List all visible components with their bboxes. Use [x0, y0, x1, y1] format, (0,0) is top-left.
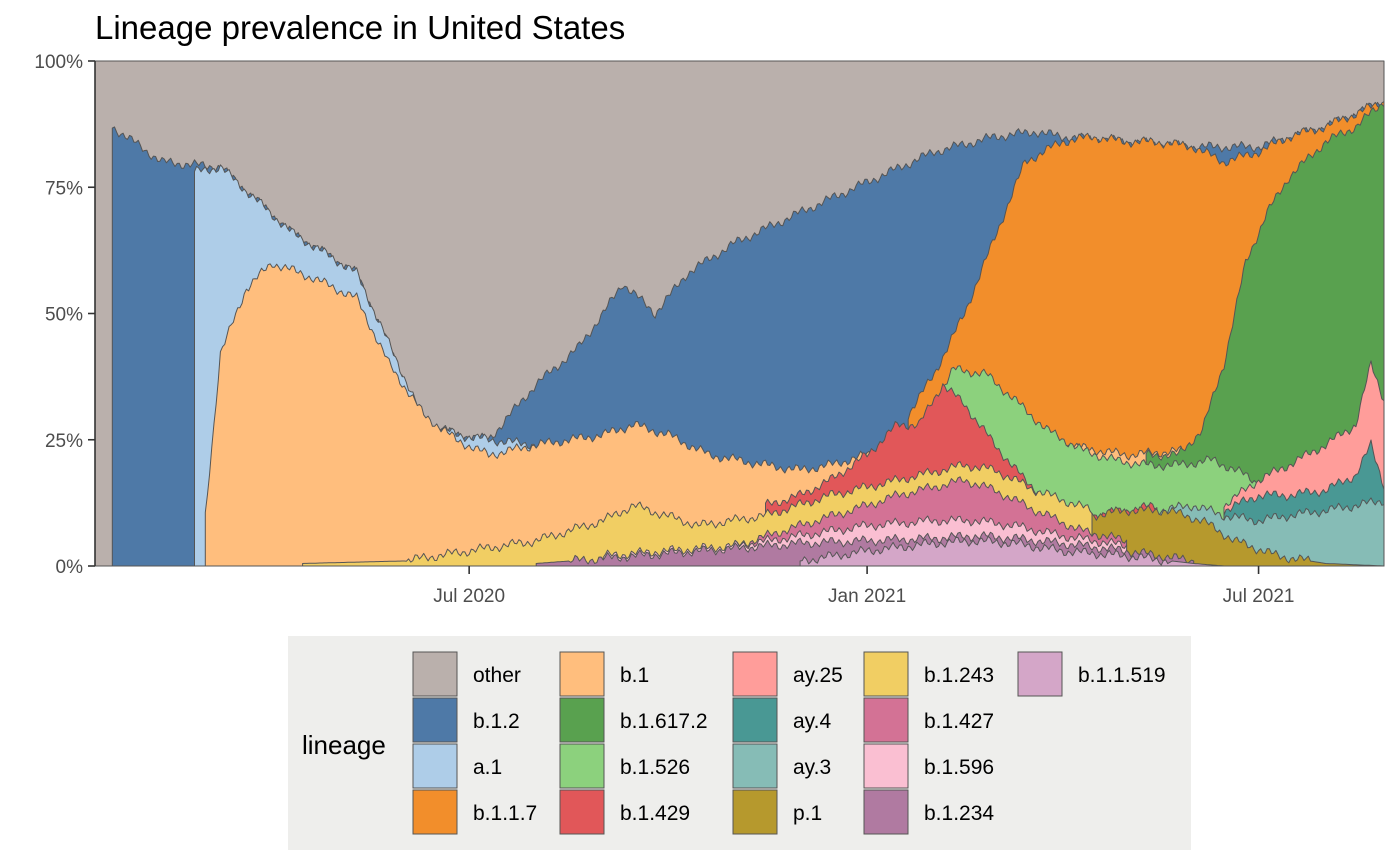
- x-tick-label: Jul 2021: [1223, 586, 1295, 607]
- x-tick-label: Jul 2020: [433, 586, 505, 607]
- legend-swatch-ay-3: [732, 743, 778, 789]
- legend: lineage other b.1.2 a.1 b.1.1.7 b.1 b.1.617.2…: [288, 636, 1191, 850]
- chart-title: Lineage prevalence in United States: [95, 9, 625, 46]
- legend-swatch-b-1-1-519: [1017, 651, 1063, 697]
- legend-label: b.1.617.2: [620, 710, 708, 733]
- legend-swatch-p-1: [732, 789, 778, 835]
- x-tick-label: Jan 2021: [828, 586, 906, 607]
- y-tick-label: 0%: [56, 557, 84, 578]
- legend-swatch-other: [412, 651, 458, 697]
- legend-label: b.1.429: [620, 802, 690, 825]
- legend-label: b.1.243: [924, 664, 994, 687]
- legend-swatch-b-1-429: [559, 789, 605, 835]
- legend-label: b.1.427: [924, 710, 994, 733]
- legend-label: ay.25: [793, 664, 843, 687]
- legend-swatch-a-1: [412, 743, 458, 789]
- legend-swatch-b-1-427: [863, 697, 909, 743]
- legend-label: b.1.1.519: [1078, 664, 1166, 687]
- legend-swatch-b-1-526: [559, 743, 605, 789]
- y-tick-label: 75%: [45, 178, 83, 199]
- legend-swatch-b-1-234: [863, 789, 909, 835]
- area-bands: [94, 60, 1385, 567]
- legend-label: b.1: [620, 664, 649, 687]
- legend-swatch-ay-4: [732, 697, 778, 743]
- y-tick-label: 100%: [34, 52, 83, 73]
- legend-swatch-b-1-243: [863, 651, 909, 697]
- axes: 0% 25% 50% 75% 100% Jul 2020 Jan 2021 Jul 2021: [34, 52, 1294, 607]
- legend-label: ay.3: [793, 756, 831, 779]
- legend-label: b.1.526: [620, 756, 690, 779]
- legend-swatch-b-1: [559, 651, 605, 697]
- legend-swatch-b-1-2: [412, 697, 458, 743]
- legend-label: b.1.596: [924, 756, 994, 779]
- legend-label: b.1.234: [924, 802, 994, 825]
- y-tick-label: 25%: [45, 431, 83, 452]
- legend-label: p.1: [793, 802, 822, 825]
- legend-swatch-b-1-617-2: [559, 697, 605, 743]
- legend-label: b.1.1.7: [473, 802, 537, 825]
- legend-swatch-b-1-1-7: [412, 789, 458, 835]
- legend-label: other: [473, 664, 521, 687]
- legend-swatch-b-1-596: [863, 743, 909, 789]
- legend-title: lineage: [302, 730, 386, 760]
- legend-swatch-ay-25: [732, 651, 778, 697]
- band-b-1-1-519: [799, 535, 1225, 567]
- legend-label: a.1: [473, 756, 502, 779]
- y-tick-label: 50%: [45, 305, 83, 326]
- legend-label: b.1.2: [473, 710, 520, 733]
- legend-label: ay.4: [793, 710, 831, 733]
